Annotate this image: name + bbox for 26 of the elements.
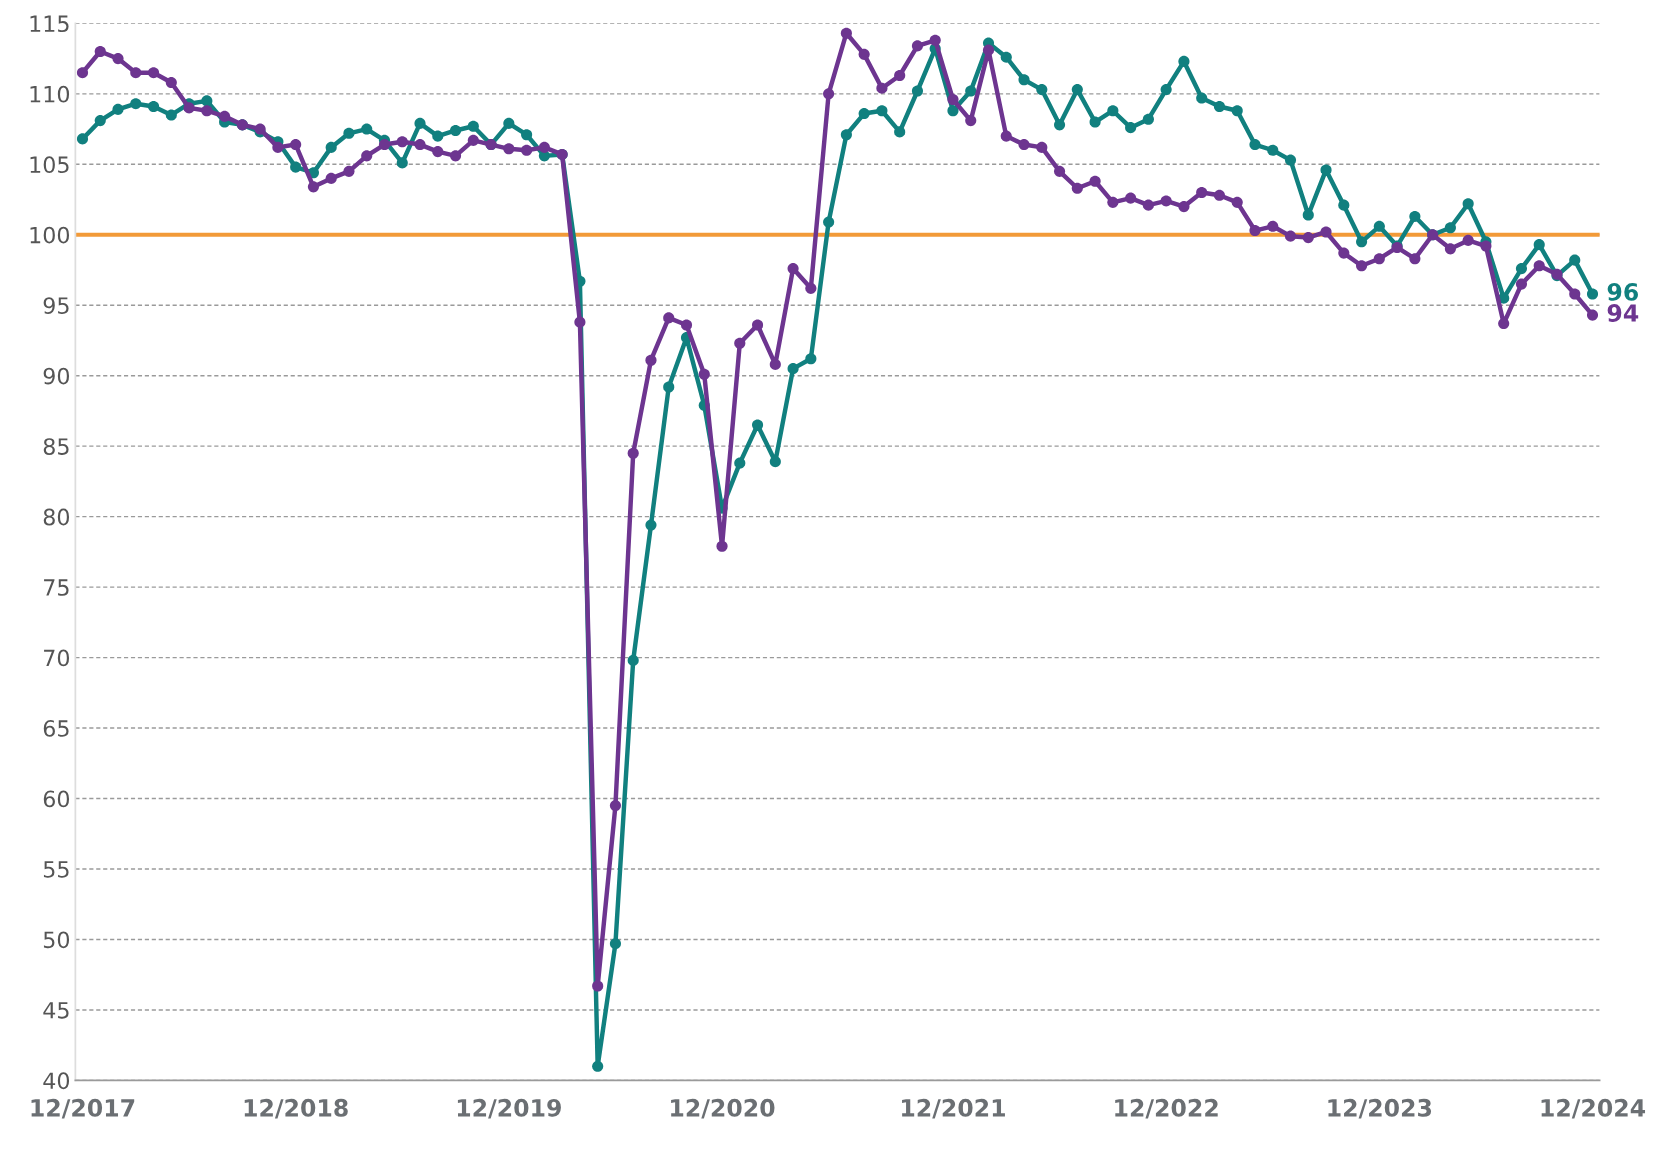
- x-tick-label: 12/2020: [671, 1098, 775, 1119]
- data-label: 96: [1607, 282, 1638, 301]
- x-tick-label: 12/2024: [1541, 1098, 1646, 1119]
- x-tick-label: 12/2021: [902, 1098, 1005, 1119]
- y-tick-label: 65: [43, 720, 69, 737]
- x-tick-label: 12/2022: [1115, 1098, 1218, 1119]
- y-tick-label: 60: [43, 790, 70, 808]
- y-tick-label: 80: [43, 508, 70, 526]
- y-tick-label: 70: [44, 649, 70, 667]
- y-tick-label: 115: [30, 15, 69, 33]
- y-tick-label: 55: [43, 861, 69, 878]
- y-tick-label: 95: [43, 297, 69, 314]
- x-tick-label: 12/2023: [1328, 1098, 1432, 1119]
- x-tick-label: 12/2019: [457, 1098, 561, 1119]
- y-tick-label: 105: [30, 156, 69, 174]
- data-label: 94: [1607, 304, 1639, 322]
- x-tick-label: 12/2017: [31, 1098, 135, 1119]
- y-tick-label: 110: [30, 85, 70, 103]
- y-tick-label: 75: [44, 579, 69, 596]
- y-tick-label: 100: [30, 226, 70, 244]
- y-tick-label: 50: [43, 931, 70, 949]
- y-tick-label: 90: [43, 367, 70, 385]
- x-tick-label: 12/2018: [244, 1098, 348, 1119]
- y-tick-label: 45: [43, 1002, 69, 1019]
- y-tick-label: 85: [43, 438, 69, 455]
- y-tick-label: 40: [43, 1072, 70, 1090]
